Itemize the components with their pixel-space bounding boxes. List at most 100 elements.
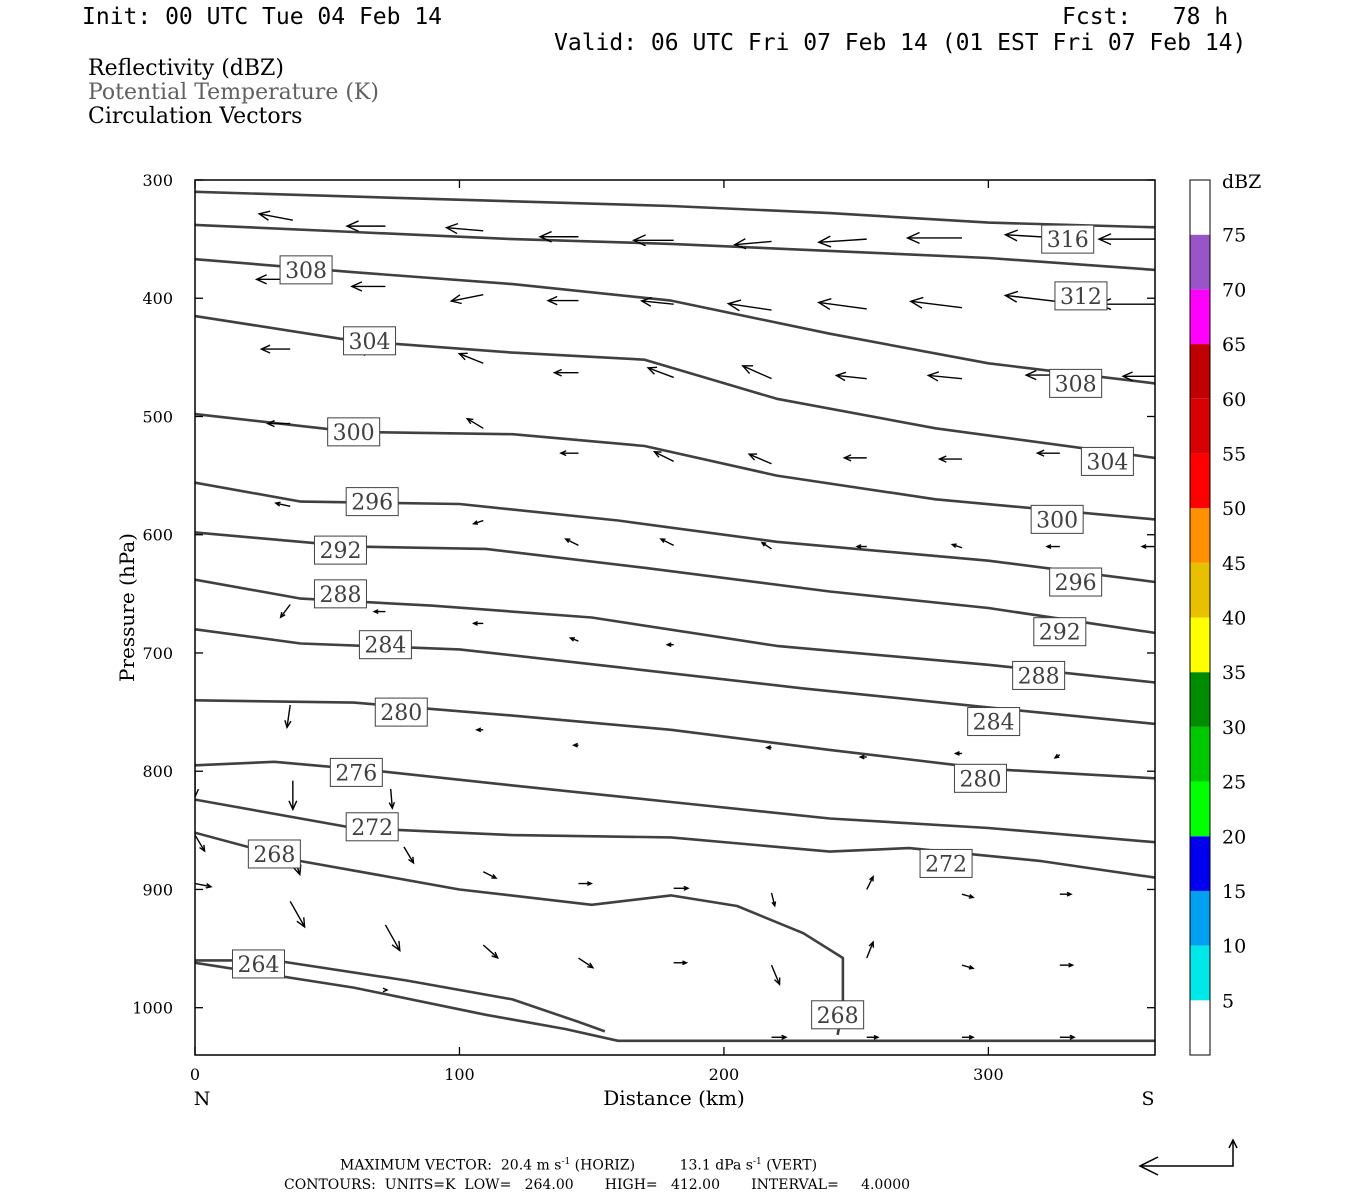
- y-tick-label: 700: [142, 644, 173, 663]
- contour-label: 292: [313, 535, 367, 565]
- contour-label: 264: [231, 949, 285, 979]
- circulation-vector: [403, 846, 415, 865]
- circulation-vector: [564, 538, 579, 546]
- circulation-vector: [1059, 891, 1073, 897]
- vector-head: [1140, 544, 1147, 549]
- contour-label-text: 288: [1018, 664, 1060, 689]
- vector-head: [472, 520, 479, 525]
- colorbar-segment: [1190, 234, 1210, 290]
- vector-head: [646, 366, 658, 375]
- contour-label-text: 288: [319, 583, 361, 608]
- circulation-vector: [639, 296, 674, 307]
- vector-head: [1024, 369, 1037, 381]
- colorbar-tick-label: 15: [1222, 881, 1246, 903]
- vector-shaft: [742, 365, 772, 380]
- vector-head: [631, 234, 646, 247]
- y-tick-label: 500: [142, 407, 173, 426]
- vector-shaft: [836, 374, 867, 380]
- theta-contour-268: [195, 831, 845, 1036]
- contour-label-text: 268: [817, 1004, 859, 1029]
- colorbar-segment: [1190, 781, 1210, 837]
- vector-head: [905, 231, 920, 244]
- vector-shaft: [482, 944, 499, 959]
- contour-label: 304: [343, 326, 397, 356]
- theta-contour-308: [195, 257, 1155, 385]
- circulation-vector: [444, 222, 484, 235]
- circulation-vector: [384, 924, 401, 953]
- circulation-vector: [652, 451, 674, 463]
- contour-label-box: [345, 812, 399, 842]
- contour-label-box: [327, 417, 381, 447]
- vector-shaft: [770, 892, 776, 906]
- vector-head: [665, 642, 672, 648]
- contour-label-text: 292: [319, 539, 361, 564]
- circulation-vector: [465, 417, 484, 429]
- circulation-vector: [471, 620, 484, 626]
- circulation-vector: [1140, 544, 1155, 549]
- vector-head: [926, 371, 940, 382]
- circulation-vector: [538, 230, 579, 243]
- circulation-vector: [866, 1034, 880, 1040]
- circulation-vector: [279, 604, 291, 619]
- colorbar-tick-label: 40: [1222, 608, 1246, 630]
- max-vert-tag: (VERT): [766, 1157, 818, 1174]
- plot-frame: [194, 179, 1156, 1056]
- circulation-vector: [834, 371, 867, 382]
- vector-head: [205, 883, 213, 889]
- circulation-vector: [382, 987, 389, 993]
- contour-label-box: [1054, 281, 1108, 311]
- circulation-vector: [1059, 1034, 1076, 1040]
- colorbar-segment: [1190, 672, 1210, 727]
- circulation-vector: [274, 501, 291, 508]
- circulation-vector: [388, 788, 396, 810]
- vector-shaft: [466, 418, 484, 429]
- vector-head: [1121, 371, 1133, 382]
- vector-head: [546, 295, 558, 306]
- contour-label: 308: [1049, 368, 1103, 398]
- vector-head: [471, 620, 478, 626]
- contour-label-box: [919, 848, 973, 878]
- contour-label-box: [1049, 368, 1103, 398]
- vector-head: [199, 844, 206, 853]
- contour-label-text: 300: [333, 421, 375, 446]
- circulation-vector: [284, 704, 292, 730]
- reference-vector-icon: [1138, 1138, 1238, 1176]
- vector-shaft: [459, 353, 484, 364]
- vector-shaft: [565, 538, 579, 546]
- circulation-vector: [741, 365, 772, 380]
- vector-head: [950, 543, 957, 549]
- circulation-vector: [905, 231, 962, 244]
- contour-label-text: 268: [253, 843, 295, 868]
- contour-label: 280: [374, 697, 428, 727]
- max-horiz-value: 20.4 m s: [500, 1157, 562, 1174]
- colorbar-tick-label: 30: [1222, 717, 1246, 739]
- contour-label-text: 304: [349, 330, 391, 355]
- circulation-vector: [842, 454, 867, 462]
- circulation-vector: [546, 295, 579, 306]
- circulation-vector: [765, 745, 772, 751]
- contour-label-box: [1012, 660, 1066, 690]
- contour-label-text: 276: [335, 761, 377, 786]
- vector-shaft: [734, 240, 772, 246]
- vector-head: [1097, 233, 1112, 246]
- contour-label: 280: [953, 763, 1007, 793]
- footer-contours: CONTOURS: UNITS=K LOW= 264.00 HIGH= 412.…: [284, 1177, 911, 1193]
- vector-shaft: [818, 301, 867, 310]
- colorbar-tick-label: 5: [1222, 990, 1234, 1012]
- contour-labels: 316 308 312 304 308 300 304 296 300 292 296 288 292 2…: [231, 224, 1134, 1030]
- circulation-vector: [673, 885, 690, 891]
- circulation-vector: [855, 544, 867, 549]
- contour-label-text: 284: [973, 711, 1015, 736]
- y-tick-label: 800: [142, 762, 173, 781]
- vector-shaft: [910, 300, 963, 309]
- colorbar-segment: [1190, 562, 1210, 618]
- vector-head: [444, 222, 459, 235]
- vector-head: [765, 745, 772, 751]
- circulation-vector: [1045, 544, 1060, 549]
- contour-label: 268: [247, 839, 301, 869]
- colorbar-segment: [1190, 836, 1210, 891]
- forecast-value: 78 h: [1172, 4, 1229, 30]
- footer-max-vector: MAXIMUM VECTOR: 20.4 m s-1 (HORIZ) 13.1 …: [340, 1157, 818, 1174]
- vector-head: [858, 754, 865, 760]
- y-tick-label: 600: [142, 526, 173, 545]
